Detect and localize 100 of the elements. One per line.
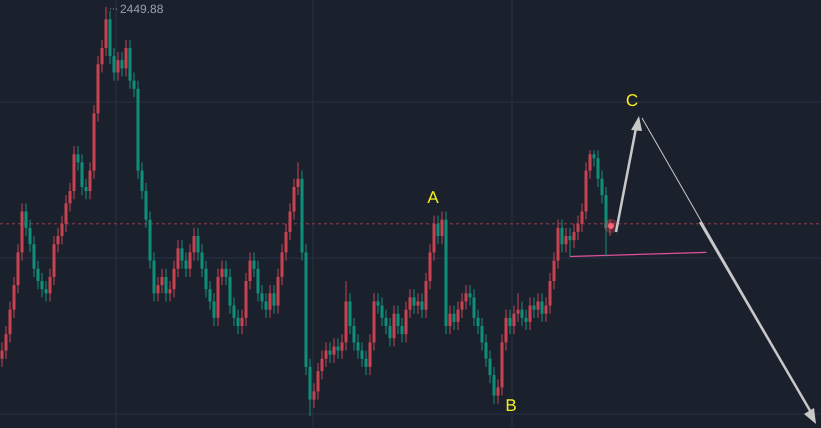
candlestick [552,252,556,290]
candlestick [452,305,456,331]
candlestick [416,292,420,314]
candlestick [572,223,576,249]
candlestick [588,150,592,180]
candlestick [196,227,200,262]
candlestick [252,252,256,278]
candlestick [288,202,292,241]
candlestick [312,382,316,408]
candlestick [576,215,580,241]
candlestick [400,317,404,343]
candlestick [532,296,536,318]
candlestick [336,338,340,360]
candlestick [64,194,68,232]
candlestick [472,288,476,327]
candlestick [460,292,464,318]
candlestick [384,309,388,335]
annotation: 2449.88 [120,2,164,16]
candlestick [180,240,184,270]
candlestick [176,240,180,278]
candlestick [568,227,572,257]
candlestick [100,39,104,73]
candlestick [184,252,188,278]
candlestick [456,300,460,331]
candlestick [116,51,120,82]
candlestick [524,309,528,331]
candlestick [536,292,540,318]
candlestick [508,309,512,335]
candlestick [540,292,544,322]
candlestick [492,366,496,404]
candlestick [356,334,360,360]
candlestick [208,280,212,310]
candlestick [364,350,368,376]
candlestick [560,219,564,253]
annotation: A [427,188,440,207]
candlestick [60,215,64,245]
candlestick [172,260,176,298]
candlestick [284,223,288,262]
candlestick [316,362,320,400]
candlestick [320,350,324,380]
candlestick [188,244,192,278]
candlestick [24,202,28,237]
candlestick [600,170,604,204]
candlestick [544,296,548,322]
candlestick [28,219,32,253]
candlestick [248,252,252,290]
candlestick [596,150,600,188]
candlestick [76,146,80,172]
candlestick [564,227,568,253]
candlestick [160,268,164,294]
annotation: B [505,396,517,415]
candlestick [56,227,60,253]
candlestick [68,182,72,212]
candlestick [484,334,488,368]
candlestick [232,296,236,327]
candlestick [468,284,472,306]
candlestick [140,162,144,200]
candlestick [48,268,52,302]
candlestick [224,260,228,286]
candlestick [112,47,116,82]
candlestick [516,292,520,322]
candlestick [476,309,480,335]
candlestick [132,72,136,98]
candlestick [84,178,88,200]
candlestick [236,309,240,335]
candlestick [352,317,356,352]
candlestick [592,150,596,168]
candlestick [88,162,92,200]
candlestick [124,39,128,78]
candlestick [200,244,204,278]
candlestick [260,284,264,310]
candlestick [340,334,344,360]
candlestick [168,280,172,302]
candlestick [212,292,216,327]
candlestick [420,292,424,318]
candlestick [40,272,44,298]
candlestick [512,305,516,335]
candlestick [380,296,384,327]
candlestick [332,338,336,364]
candlestick [396,305,400,335]
candlestick [376,292,380,314]
candlestick [240,309,244,335]
candlestick [480,317,484,352]
candlestick [120,51,124,78]
candlestick [36,260,40,290]
candlestick [296,162,300,196]
candlestick [164,268,168,302]
candlestick [0,342,4,368]
candlestick [264,292,268,318]
candlestick [156,276,160,302]
candlestick [44,280,48,302]
candlestick [4,326,8,360]
candlestick [528,296,532,331]
candlestick [328,342,332,364]
candlestick [580,202,584,232]
candlestick [408,288,412,318]
candlestick [360,342,364,368]
candlestick [388,317,392,347]
candlestick [324,342,328,368]
candlestick [464,284,468,310]
